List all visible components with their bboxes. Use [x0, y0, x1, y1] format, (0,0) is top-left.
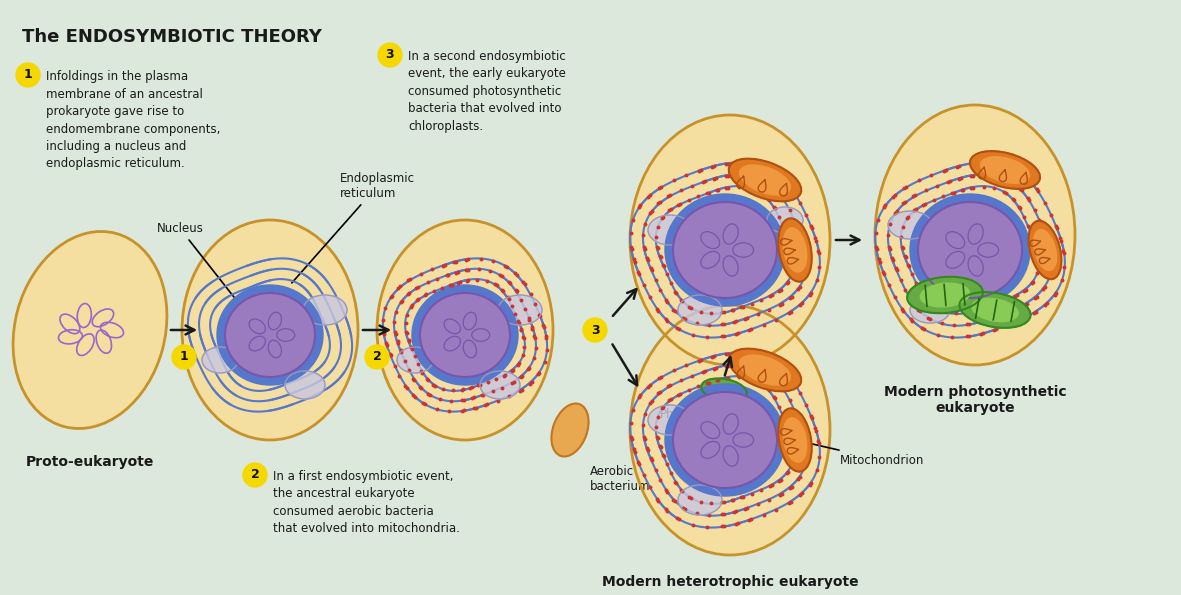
Ellipse shape: [377, 220, 553, 440]
Text: In a second endosymbiotic
event, the early eukaryote
consumed photosynthetic
bac: In a second endosymbiotic event, the ear…: [407, 50, 566, 133]
Ellipse shape: [972, 298, 1018, 322]
Ellipse shape: [783, 418, 807, 462]
Ellipse shape: [783, 228, 807, 272]
Ellipse shape: [970, 151, 1040, 189]
Ellipse shape: [739, 165, 790, 195]
Ellipse shape: [673, 202, 777, 298]
Text: 2: 2: [373, 350, 381, 364]
Ellipse shape: [182, 220, 358, 440]
Circle shape: [378, 43, 402, 67]
Circle shape: [172, 345, 196, 369]
Ellipse shape: [959, 292, 1031, 328]
Ellipse shape: [678, 485, 722, 515]
Circle shape: [243, 463, 267, 487]
Circle shape: [17, 63, 40, 87]
Ellipse shape: [778, 408, 811, 472]
Ellipse shape: [702, 378, 746, 402]
Ellipse shape: [920, 283, 970, 307]
Text: Nucleus: Nucleus: [157, 222, 250, 318]
Circle shape: [583, 318, 607, 342]
Text: Mitochondrion: Mitochondrion: [797, 441, 925, 466]
Ellipse shape: [1029, 221, 1062, 279]
Text: 3: 3: [386, 49, 394, 61]
Ellipse shape: [665, 384, 785, 496]
Ellipse shape: [729, 349, 801, 392]
Ellipse shape: [907, 277, 983, 313]
Ellipse shape: [918, 202, 1022, 298]
Circle shape: [365, 345, 389, 369]
Ellipse shape: [648, 405, 692, 435]
Ellipse shape: [888, 211, 932, 239]
Text: Modern photosynthetic
eukaryote: Modern photosynthetic eukaryote: [883, 385, 1066, 415]
Ellipse shape: [397, 347, 433, 373]
Ellipse shape: [629, 305, 830, 555]
Ellipse shape: [552, 403, 588, 456]
Text: 1: 1: [24, 68, 32, 82]
Ellipse shape: [13, 231, 167, 428]
Ellipse shape: [778, 218, 811, 281]
Ellipse shape: [629, 115, 830, 365]
Ellipse shape: [980, 157, 1030, 183]
Text: Endoplasmic
reticulum: Endoplasmic reticulum: [292, 172, 415, 283]
Text: 2: 2: [250, 468, 260, 481]
Ellipse shape: [479, 371, 520, 399]
Text: Aerobic
bacterium: Aerobic bacterium: [590, 465, 651, 493]
Text: Proto-eukaryote: Proto-eukaryote: [26, 455, 155, 469]
Ellipse shape: [226, 293, 315, 377]
Ellipse shape: [420, 293, 510, 377]
Ellipse shape: [498, 295, 542, 325]
Ellipse shape: [304, 295, 347, 325]
Text: The ENDOSYMBIOTIC THEORY: The ENDOSYMBIOTIC THEORY: [22, 28, 322, 46]
Text: In a first endosymbiotic event,
the ancestral eukaryote
consumed aerobic bacteri: In a first endosymbiotic event, the ance…: [273, 470, 459, 536]
Ellipse shape: [766, 207, 803, 233]
Ellipse shape: [1033, 230, 1057, 271]
Text: Photosynthetic
bacterium: Photosynthetic bacterium: [660, 408, 748, 436]
Ellipse shape: [875, 105, 1075, 365]
Ellipse shape: [217, 285, 322, 385]
Text: Infoldings in the plasma
membrane of an ancestral
prokaryote gave rise to
endome: Infoldings in the plasma membrane of an …: [46, 70, 221, 171]
Text: Modern heterotrophic eukaryote: Modern heterotrophic eukaryote: [601, 575, 859, 589]
Text: 3: 3: [590, 324, 599, 337]
Ellipse shape: [678, 295, 722, 325]
Ellipse shape: [729, 159, 801, 201]
Text: 1: 1: [180, 350, 189, 364]
Ellipse shape: [911, 194, 1030, 306]
Ellipse shape: [911, 297, 950, 323]
Ellipse shape: [739, 355, 790, 385]
Ellipse shape: [202, 347, 239, 373]
Ellipse shape: [285, 371, 325, 399]
Ellipse shape: [648, 215, 692, 245]
Ellipse shape: [412, 285, 518, 385]
Ellipse shape: [673, 392, 777, 488]
Ellipse shape: [665, 194, 785, 306]
